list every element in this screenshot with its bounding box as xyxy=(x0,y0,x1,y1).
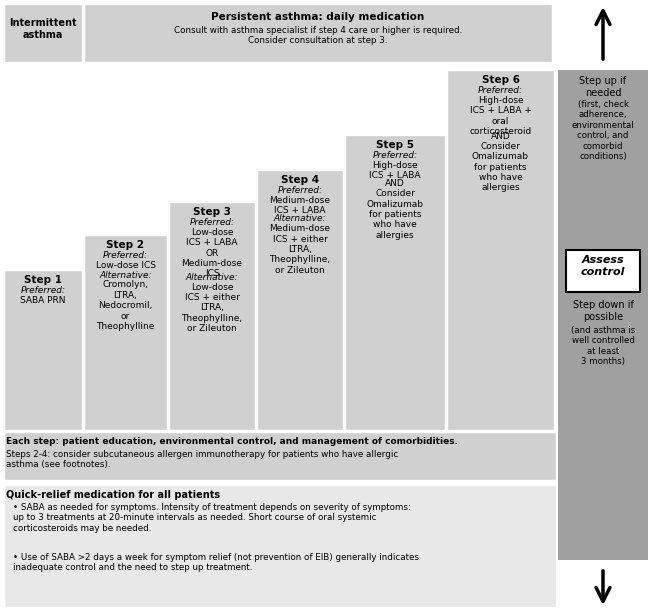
Bar xyxy=(447,70,554,430)
Bar xyxy=(4,270,82,430)
Text: High-dose
ICS + LABA: High-dose ICS + LABA xyxy=(370,161,421,181)
Text: Consider
Omalizumab
for patients
who have
allergies: Consider Omalizumab for patients who hav… xyxy=(472,142,529,192)
Text: Preferred:: Preferred: xyxy=(190,218,235,227)
Bar xyxy=(84,4,552,62)
Text: Quick-relief medication for all patients: Quick-relief medication for all patients xyxy=(6,490,220,500)
Bar xyxy=(4,485,556,607)
Bar xyxy=(257,170,343,430)
Text: Steps 2-4: consider subcutaneous allergen immunotherapy for patients who have al: Steps 2-4: consider subcutaneous allerge… xyxy=(6,450,398,469)
Bar xyxy=(169,202,255,430)
Text: Persistent asthma: daily medication: Persistent asthma: daily medication xyxy=(211,12,424,22)
Text: Step 6: Step 6 xyxy=(481,75,519,85)
Text: Preferred:: Preferred: xyxy=(20,286,65,295)
Bar xyxy=(558,70,648,560)
Text: Preferred:: Preferred: xyxy=(373,151,417,160)
Text: Alternative:: Alternative: xyxy=(274,214,326,223)
Text: • Use of SABA >2 days a week for symptom relief (not prevention of EIB) generall: • Use of SABA >2 days a week for symptom… xyxy=(13,553,419,572)
Text: Step 4: Step 4 xyxy=(281,175,319,185)
Text: Cromolyn,
LTRA,
Nedocromil,
or
Theophylline: Cromolyn, LTRA, Nedocromil, or Theophyll… xyxy=(96,280,155,331)
Text: Step 5: Step 5 xyxy=(376,140,414,150)
Text: High-dose
ICS + LABA +
oral
corticosteroid: High-dose ICS + LABA + oral corticostero… xyxy=(470,96,532,136)
Text: Step up if
needed: Step up if needed xyxy=(579,76,627,97)
Text: Each step: patient education, environmental control, and management of comorbidi: Each step: patient education, environmen… xyxy=(6,437,458,446)
Text: AND: AND xyxy=(490,132,510,141)
Bar xyxy=(4,432,556,480)
Text: Medium-dose
ICS + either
LTRA,
Theophylline,
or Zileuton: Medium-dose ICS + either LTRA, Theophyll… xyxy=(269,224,330,275)
Text: Consult with asthma specialist if step 4 care or higher is required.
Consider co: Consult with asthma specialist if step 4… xyxy=(174,26,462,45)
Bar xyxy=(345,135,445,430)
Bar xyxy=(4,4,82,62)
Text: (and asthma is
well controlled
at least
3 months): (and asthma is well controlled at least … xyxy=(571,326,635,366)
Text: Intermittent
asthma: Intermittent asthma xyxy=(9,18,77,40)
Text: Low-dose
ICS + LABA
OR
Medium-dose
ICS: Low-dose ICS + LABA OR Medium-dose ICS xyxy=(182,228,243,278)
Text: Assess
control: Assess control xyxy=(581,255,625,277)
Text: Preferred:: Preferred: xyxy=(478,86,523,95)
Text: Low-dose ICS: Low-dose ICS xyxy=(95,261,156,270)
Text: Step 1: Step 1 xyxy=(24,275,62,285)
Text: Preferred:: Preferred: xyxy=(277,186,322,195)
Text: SABA PRN: SABA PRN xyxy=(20,296,66,305)
Bar xyxy=(84,235,167,430)
Text: (first, check
adherence,
environmental
control, and
comorbid
conditions): (first, check adherence, environmental c… xyxy=(572,100,634,161)
Text: Consider
Omalizumab
for patients
who have
allergies: Consider Omalizumab for patients who hav… xyxy=(366,189,424,240)
Text: • SABA as needed for symptoms. Intensity of treatment depends on severity of sym: • SABA as needed for symptoms. Intensity… xyxy=(13,503,411,533)
Text: Medium-dose
ICS + LABA: Medium-dose ICS + LABA xyxy=(269,196,330,215)
Text: Step down if
possible: Step down if possible xyxy=(572,300,634,321)
Text: Alternative:: Alternative: xyxy=(99,271,152,280)
Bar xyxy=(566,250,640,292)
Text: Step 3: Step 3 xyxy=(193,207,231,217)
Text: Preferred:: Preferred: xyxy=(103,251,148,260)
Text: Alternative:: Alternative: xyxy=(186,273,238,282)
Text: Step 2: Step 2 xyxy=(107,240,145,250)
Text: Low-dose
ICS + either
LTRA,
Theophylline,
or Zileuton: Low-dose ICS + either LTRA, Theophylline… xyxy=(181,283,243,333)
Text: AND: AND xyxy=(385,179,405,188)
